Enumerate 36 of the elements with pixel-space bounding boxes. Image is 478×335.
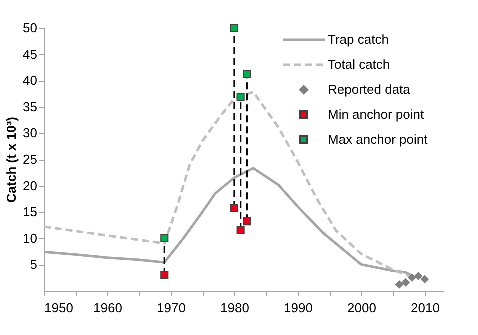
point — [230, 204, 239, 212]
point — [408, 274, 416, 282]
legend-label: Max anchor point — [328, 132, 428, 147]
point — [420, 275, 429, 284]
point — [414, 272, 423, 280]
point — [160, 271, 169, 280]
y-tick-label: 5 — [30, 257, 38, 272]
y-tick-label: 30 — [23, 126, 38, 141]
x-tick-label: 2000 — [348, 300, 376, 316]
y-axis-title: Catch (t x 10³) — [4, 117, 20, 203]
x-tick-label: 1970 — [157, 300, 186, 316]
y-tick-label: 35 — [23, 99, 38, 114]
y-tick-label: 40 — [23, 73, 38, 88]
point — [396, 280, 404, 289]
y-tick-label: 25 — [23, 152, 38, 167]
point — [243, 70, 252, 78]
x-tick-label: 2010 — [410, 300, 440, 316]
y-tick-label: 45 — [23, 46, 38, 62]
x-tick-label: 1950 — [44, 300, 74, 316]
legend-label: Min anchor point — [328, 107, 424, 122]
legend-label: Total catch — [328, 57, 390, 72]
point — [243, 218, 252, 226]
point — [160, 234, 169, 242]
point — [236, 93, 245, 102]
point — [402, 278, 410, 287]
point — [230, 24, 239, 32]
x-tick-label: 1960 — [94, 300, 122, 316]
y-tick-label: 15 — [23, 204, 38, 220]
legend-label: Reported data — [328, 82, 412, 97]
x-tick-label: 1990 — [284, 300, 313, 316]
y-tick-label: 50 — [23, 20, 38, 36]
x-tick-label: 1980 — [220, 300, 250, 316]
point — [236, 226, 245, 235]
legend-label: Trap catch — [328, 32, 389, 47]
y-tick-label: 20 — [23, 178, 38, 194]
y-tick-label: 10 — [23, 230, 38, 246]
